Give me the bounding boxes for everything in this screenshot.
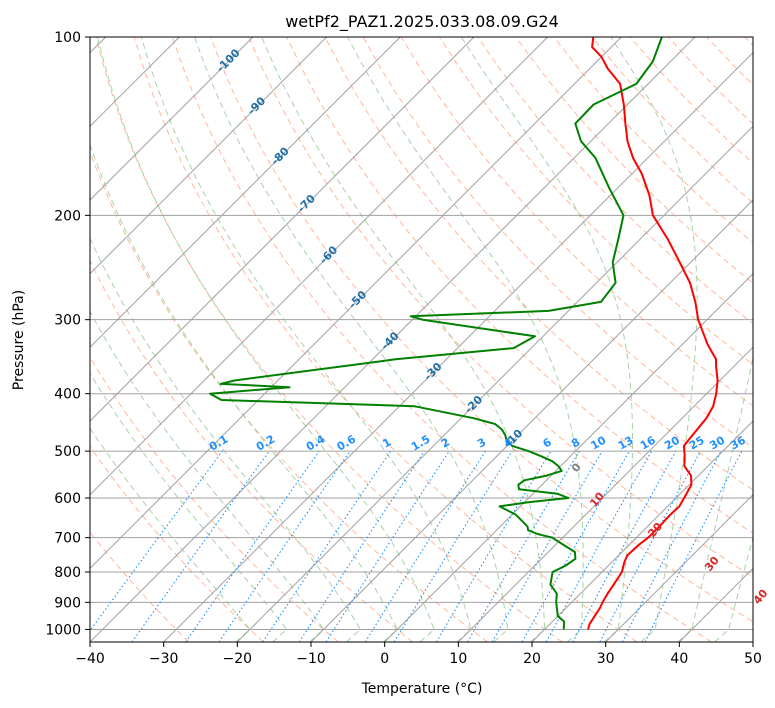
axes: −40 −30 −20 −10 0 10 20 30 40 50 100 200 300 400 500 60… [45, 30, 762, 667]
isotherm-line [90, 37, 328, 275]
y-tick-label: 500 [54, 444, 81, 460]
moist-adiabat-line [140, 37, 472, 642]
moist-adiabat-line [90, 310, 325, 642]
moist-adiabat-line [677, 355, 753, 642]
isotherm-line [90, 37, 254, 201]
moist-adiabat-line [90, 427, 251, 642]
mixing-ratio-line [393, 450, 513, 642]
mixing-ratio-line [572, 450, 677, 642]
dry-adiabat-line [90, 356, 339, 642]
x-axis-title: Temperature (°C) [361, 681, 483, 697]
dry-adiabat-line [171, 37, 712, 642]
x-tick-label: −10 [296, 651, 326, 667]
mixing-ratio-line [90, 450, 223, 632]
y-tick-label: 100 [54, 30, 81, 46]
dry-adiabat-line [248, 37, 753, 578]
moist-adiabat-line [347, 37, 584, 642]
x-tick-label: 0 [380, 651, 389, 667]
dry-adiabat-line [515, 37, 753, 284]
mixing-ratio-line [545, 450, 653, 642]
moist-adiabat-line [90, 372, 288, 642]
isotherm-line [605, 493, 753, 642]
moist-adiabat-line [610, 37, 698, 642]
plot-frame [89, 36, 754, 643]
y-tick-label: 200 [54, 208, 81, 224]
x-tick-label: 10 [449, 651, 467, 667]
mixing-ratio-line [325, 450, 450, 642]
mixing-ratio-line [644, 450, 743, 642]
moist-adiabat-line [261, 37, 546, 642]
y-axis-title: Pressure (hPa) [11, 290, 27, 390]
moist-adiabat-label: 40 [751, 587, 771, 607]
dewpoint-profile-line [209, 37, 663, 630]
x-tick-label: 30 [597, 651, 615, 667]
dry-adiabat-line [90, 259, 414, 642]
isotherm-line [384, 272, 753, 642]
y-tick-label: 400 [54, 387, 81, 403]
dry-adiabat-line [324, 37, 753, 491]
x-tick-label: 20 [523, 651, 541, 667]
dry-adiabat-line [210, 37, 753, 623]
x-tick-label: −40 [75, 651, 105, 667]
y-tick-label: 1000 [45, 622, 81, 638]
chart-title: wetPf2_PAZ1.2025.033.08.09.G24 [285, 12, 559, 32]
x-tick-label: −30 [149, 651, 179, 667]
isotherm-line [90, 37, 622, 570]
isotherm-line [90, 37, 401, 349]
moist-adiabat-line [97, 37, 435, 642]
mixing-ratio-line [185, 450, 320, 642]
isotherm-line [236, 125, 753, 642]
isotherm-line [90, 37, 696, 642]
mixing-ratio-line [521, 450, 630, 642]
moist-adiabat-line [90, 237, 362, 642]
isotherm-line [163, 51, 753, 642]
mixing-ratio-line [298, 450, 425, 642]
sounding-profiles [209, 37, 719, 630]
dry-adiabat-line [90, 445, 264, 642]
y-tick-label: 300 [54, 313, 81, 329]
isotherm-line [90, 37, 475, 422]
x-tick-label: 50 [744, 651, 762, 667]
plot-area [90, 37, 753, 642]
isotherm-line [752, 641, 753, 642]
dry-adiabat-line [286, 37, 753, 534]
x-tick-label: −20 [223, 651, 253, 667]
x-tick-label: 40 [670, 651, 688, 667]
isotherm-line [310, 199, 753, 642]
dry-adiabat-line [133, 37, 638, 642]
y-tick-label: 600 [54, 491, 81, 507]
isotherm-line [90, 37, 549, 496]
mixing-ratio-line [262, 450, 392, 642]
y-tick-label: 800 [54, 565, 81, 581]
temperature-profile-line [587, 37, 719, 630]
moist-adiabat-line [90, 143, 398, 642]
mixing-ratio-line [131, 450, 270, 642]
background-lines [90, 37, 753, 642]
isotherm-line [531, 420, 753, 642]
mixing-ratio-line [218, 450, 351, 642]
y-tick-label: 900 [54, 595, 81, 611]
y-tick-label: 700 [54, 531, 81, 547]
